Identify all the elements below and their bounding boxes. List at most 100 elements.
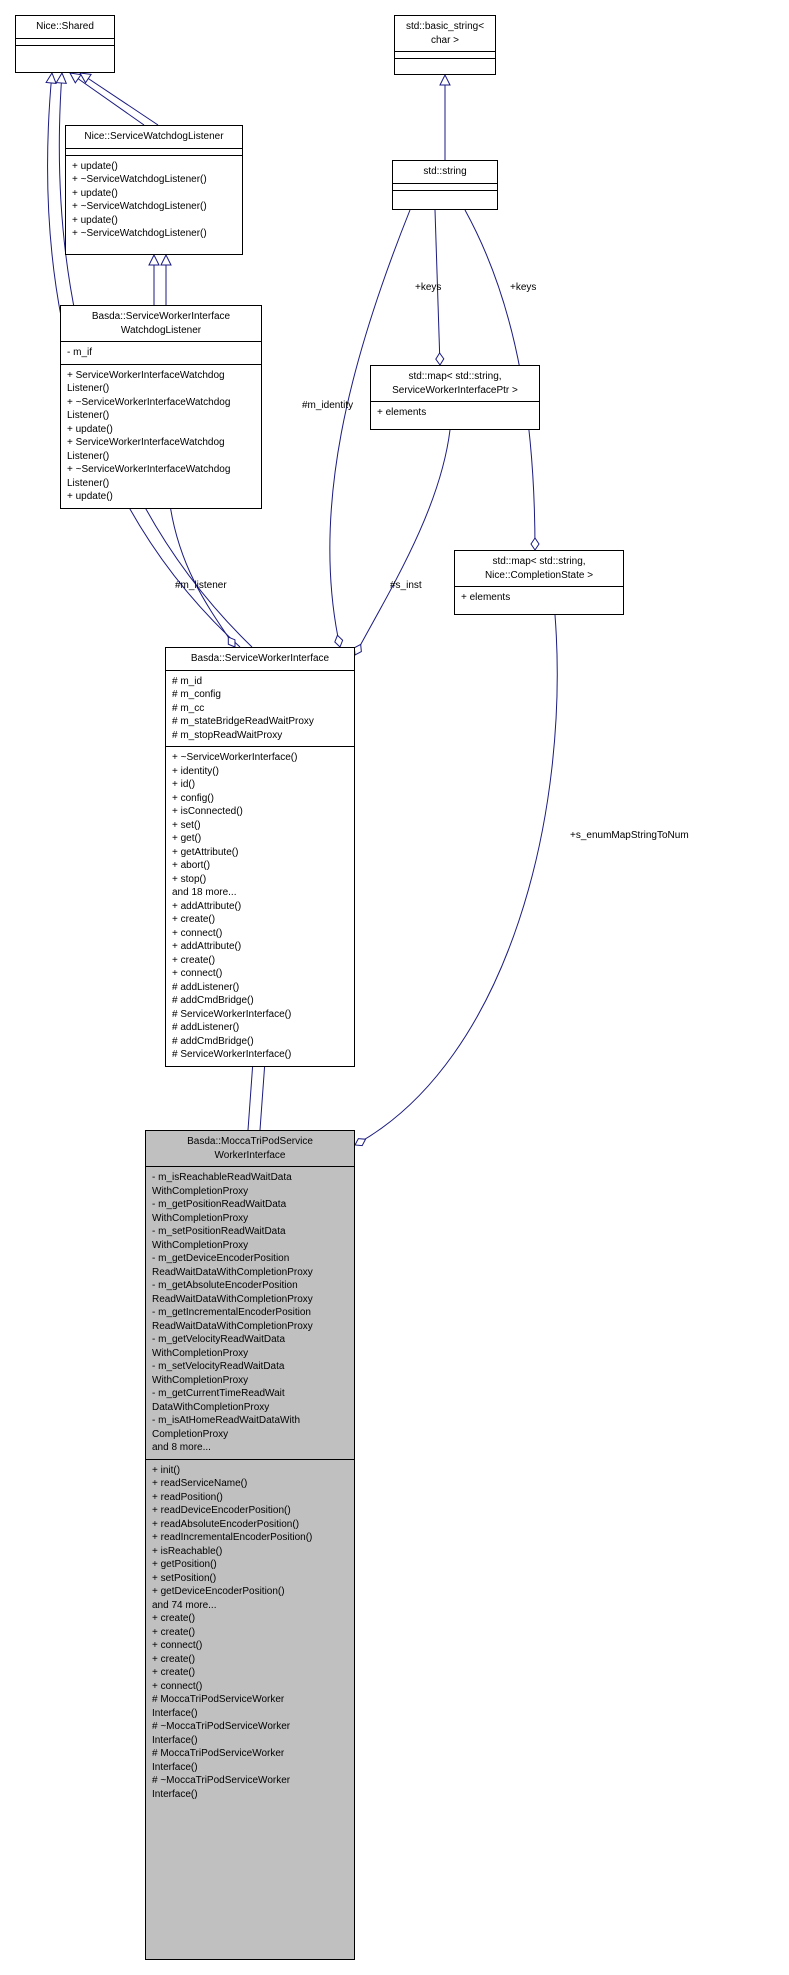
- class-section: [393, 191, 497, 197]
- class-member: + readIncrementalEncoderPosition(): [152, 1531, 348, 1545]
- class-member: - m_setVelocityReadWaitData WithCompleti…: [152, 1360, 348, 1387]
- class-title: Nice::Shared: [16, 16, 114, 39]
- class-member: # m_cc: [172, 702, 348, 716]
- class-nice_shared: Nice::Shared: [15, 15, 115, 73]
- class-member: + isConnected(): [172, 805, 348, 819]
- edge-label-m-listener: #m_listener: [175, 580, 227, 591]
- edge-label-s-enum: +s_enumMapStringToNum: [570, 830, 689, 841]
- class-title: Basda::ServiceWorkerInterface: [166, 648, 354, 671]
- class-member: # m_stateBridgeReadWaitProxy: [172, 715, 348, 729]
- class-member: + connect(): [172, 967, 348, 981]
- class-title: std::string: [393, 161, 497, 184]
- edge-label-s-inst: #s_inst: [390, 580, 422, 591]
- class-member: # addCmdBridge(): [172, 1035, 348, 1049]
- class-member: + readPosition(): [152, 1491, 348, 1505]
- edge-label-m-identity: #m_identity: [302, 400, 353, 411]
- class-map_swi_ptr: std::map< std::string, ServiceWorkerInte…: [370, 365, 540, 430]
- class-member: + ServiceWorkerInterfaceWatchdog Listene…: [67, 369, 255, 396]
- class-member: + update(): [72, 160, 236, 174]
- class-member: + update(): [67, 490, 255, 504]
- class-section: [393, 184, 497, 191]
- class-member: - m_if: [67, 346, 255, 360]
- class-section: + ServiceWorkerInterfaceWatchdog Listene…: [61, 365, 261, 508]
- class-section: + init()+ readServiceName()+ readPositio…: [146, 1460, 354, 1806]
- class-section: + update()+ ~ServiceWatchdogListener()+ …: [66, 156, 242, 245]
- class-member: + set(): [172, 819, 348, 833]
- class-member: + elements: [377, 406, 533, 420]
- class-member: + update(): [72, 187, 236, 201]
- class-member: # ServiceWorkerInterface(): [172, 1008, 348, 1022]
- class-member: + update(): [67, 423, 255, 437]
- class-section: [16, 39, 114, 46]
- class-member: + getPosition(): [152, 1558, 348, 1572]
- class-member: # ServiceWorkerInterface(): [172, 1048, 348, 1062]
- class-member: + stop(): [172, 873, 348, 887]
- class-section: + elements: [371, 402, 539, 424]
- class-member: + connect(): [152, 1639, 348, 1653]
- class-member: - m_getIncrementalEncoderPosition ReadWa…: [152, 1306, 348, 1333]
- class-member: + abort(): [172, 859, 348, 873]
- class-title: std::basic_string< char >: [395, 16, 495, 52]
- class-member: + readDeviceEncoderPosition(): [152, 1504, 348, 1518]
- class-member: + ~ServiceWorkerInterfaceWatchdog Listen…: [67, 463, 255, 490]
- class-member: # m_stopReadWaitProxy: [172, 729, 348, 743]
- class-member: - m_getVelocityReadWaitData WithCompleti…: [152, 1333, 348, 1360]
- class-member: + init(): [152, 1464, 348, 1478]
- class-member: + addAttribute(): [172, 940, 348, 954]
- class-member: + setPosition(): [152, 1572, 348, 1586]
- class-member: + isReachable(): [152, 1545, 348, 1559]
- class-swi_watchdog_listener: Basda::ServiceWorkerInterface WatchdogLi…: [60, 305, 262, 509]
- class-member: + update(): [72, 214, 236, 228]
- class-member: + connect(): [152, 1680, 348, 1694]
- class-member: - m_isAtHomeReadWaitDataWith CompletionP…: [152, 1414, 348, 1441]
- class-title: std::map< std::string, Nice::CompletionS…: [455, 551, 623, 587]
- class-std_string: std::string: [392, 160, 498, 210]
- class-section: [395, 52, 495, 59]
- class-member: + create(): [152, 1666, 348, 1680]
- class-member: # addCmdBridge(): [172, 994, 348, 1008]
- class-member: + create(): [172, 913, 348, 927]
- class-member: + connect(): [172, 927, 348, 941]
- class-member: + getAttribute(): [172, 846, 348, 860]
- class-member: + ~ServiceWatchdogListener(): [72, 173, 236, 187]
- class-section: [16, 46, 114, 52]
- class-member: # m_id: [172, 675, 348, 689]
- class-member: # MoccaTriPodServiceWorker Interface(): [152, 1693, 348, 1720]
- class-member: + id(): [172, 778, 348, 792]
- class-section: # m_id# m_config# m_cc# m_stateBridgeRea…: [166, 671, 354, 748]
- class-member: and 18 more...: [172, 886, 348, 900]
- class-member: - m_getAbsoluteEncoderPosition ReadWaitD…: [152, 1279, 348, 1306]
- class-section: [66, 149, 242, 156]
- class-member: + create(): [152, 1653, 348, 1667]
- class-member: and 8 more...: [152, 1441, 348, 1455]
- class-member: # m_config: [172, 688, 348, 702]
- class-member: and 74 more...: [152, 1599, 348, 1613]
- class-member: + create(): [152, 1626, 348, 1640]
- edge-label-keys1: +keys: [415, 282, 441, 293]
- class-member: - m_getCurrentTimeReadWait DataWithCompl…: [152, 1387, 348, 1414]
- class-basic_string: std::basic_string< char >: [394, 15, 496, 75]
- class-section: + ~ServiceWorkerInterface()+ identity()+…: [166, 747, 354, 1066]
- class-member: + ~ServiceWorkerInterfaceWatchdog Listen…: [67, 396, 255, 423]
- class-member: + identity(): [172, 765, 348, 779]
- class-map_completion_state: std::map< std::string, Nice::CompletionS…: [454, 550, 624, 615]
- class-member: + ServiceWorkerInterfaceWatchdog Listene…: [67, 436, 255, 463]
- class-member: # addListener(): [172, 1021, 348, 1035]
- class-title: std::map< std::string, ServiceWorkerInte…: [371, 366, 539, 402]
- class-member: + create(): [152, 1612, 348, 1626]
- class-member: + ~ServiceWatchdogListener(): [72, 227, 236, 241]
- class-service_watchdog_listener: Nice::ServiceWatchdogListener+ update()+…: [65, 125, 243, 255]
- class-member: - m_isReachableReadWaitData WithCompleti…: [152, 1171, 348, 1198]
- class-swi: Basda::ServiceWorkerInterface# m_id# m_c…: [165, 647, 355, 1067]
- class-member: + ~ServiceWatchdogListener(): [72, 200, 236, 214]
- class-member: # addListener(): [172, 981, 348, 995]
- edge-label-keys2: +keys: [510, 282, 536, 293]
- class-section: - m_isReachableReadWaitData WithCompleti…: [146, 1167, 354, 1460]
- class-title: Basda::MoccaTriPodService WorkerInterfac…: [146, 1131, 354, 1167]
- class-member: - m_setPositionReadWaitData WithCompleti…: [152, 1225, 348, 1252]
- class-member: + getDeviceEncoderPosition(): [152, 1585, 348, 1599]
- class-section: - m_if: [61, 342, 261, 365]
- class-mocca: Basda::MoccaTriPodService WorkerInterfac…: [145, 1130, 355, 1960]
- class-section: [395, 59, 495, 65]
- class-member: + elements: [461, 591, 617, 605]
